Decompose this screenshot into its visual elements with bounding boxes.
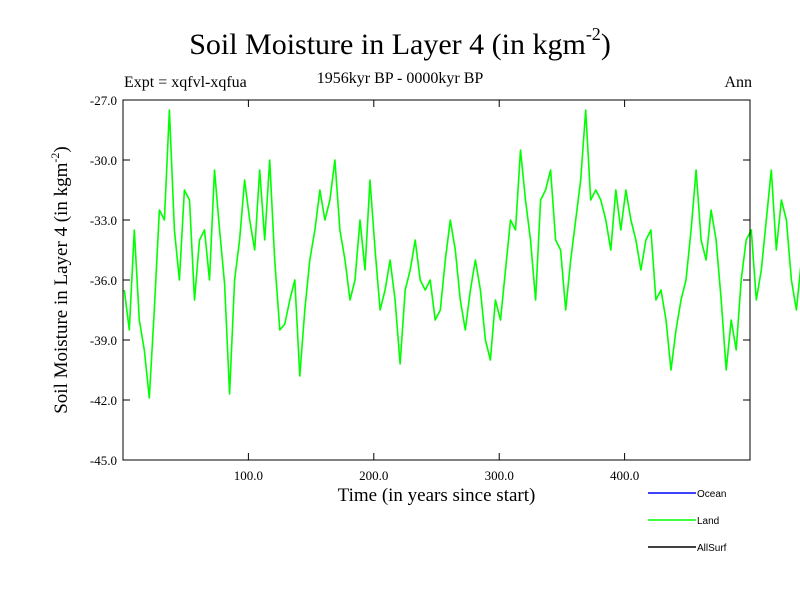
y-tick-label: -42.0 (90, 393, 117, 408)
season-label: Ann (724, 74, 752, 91)
legend-label: Ocean (697, 489, 726, 500)
y-tick-label: -45.0 (90, 453, 117, 468)
plot-frame (122, 99, 751, 461)
y-tick-label: -33.0 (90, 213, 117, 228)
legend-item-ocean: Ocean (648, 489, 726, 500)
legend-label: Land (697, 516, 719, 527)
ticks-layer: -27.0 -30.0 -33.0 -36.0 -39.0 -42.0 -45.0 100.0… (90, 93, 750, 483)
series-layer (123, 109, 800, 399)
x-tick-label: 200.0 (359, 468, 388, 483)
y-tick-label: -30.0 (90, 153, 117, 168)
y-tick-label: -27.0 (90, 93, 117, 108)
x-tick-label: 100.0 (234, 468, 263, 483)
x-tick-label: 300.0 (485, 468, 514, 483)
legend-item-land: Land (648, 516, 719, 527)
experiment-label: Expt = xqfvl-xqfua (124, 74, 247, 91)
y-tick-label: -36.0 (90, 273, 117, 288)
series-line-land (123, 109, 800, 399)
y-tick-label: -39.0 (90, 333, 117, 348)
legend-item-allsurf: AllSurf (648, 543, 727, 554)
chart-title: Soil Moisture in Layer 4 (in kgm-2) (189, 24, 611, 61)
x-tick-label: 400.0 (610, 468, 639, 483)
legend-label: AllSurf (697, 543, 727, 554)
x-axis-label: Time (in years since start) (337, 485, 536, 506)
legend: Ocean Land AllSurf (648, 489, 727, 554)
chart-subtitle: 1956kyr BP - 0000kyr BP (316, 70, 484, 87)
